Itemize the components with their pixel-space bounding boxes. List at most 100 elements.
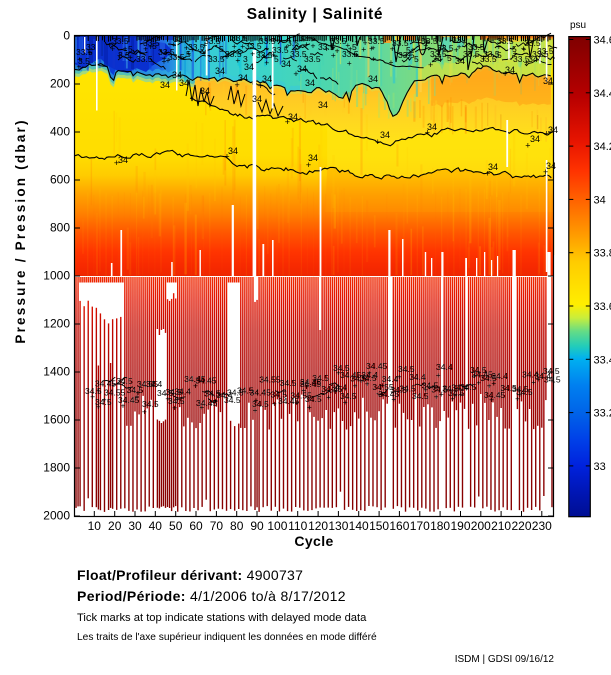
svg-text:33: 33 xyxy=(86,42,96,52)
svg-text:+: + xyxy=(175,394,180,404)
svg-text:34.5: 34.5 xyxy=(543,366,560,376)
svg-text:+: + xyxy=(165,394,170,404)
svg-text:+: + xyxy=(326,392,331,402)
svg-text:34.55: 34.55 xyxy=(104,387,126,397)
svg-text:+: + xyxy=(306,160,311,170)
svg-text:34.5: 34.5 xyxy=(500,383,517,393)
svg-text:34.5: 34.5 xyxy=(280,378,297,388)
svg-text:+: + xyxy=(186,48,191,58)
svg-text:+: + xyxy=(235,80,240,90)
svg-text:34.45: 34.45 xyxy=(196,398,218,408)
svg-text:+: + xyxy=(472,371,477,381)
svg-text:+: + xyxy=(184,42,189,52)
svg-text:33.5: 33.5 xyxy=(318,42,335,52)
svg-text:34.5: 34.5 xyxy=(431,384,448,394)
svg-text:+: + xyxy=(136,388,141,398)
svg-text:+: + xyxy=(264,43,269,53)
svg-text:+: + xyxy=(225,52,230,62)
svg-text:34: 34 xyxy=(252,94,262,104)
svg-text:+: + xyxy=(343,397,348,407)
svg-text:33.5: 33.5 xyxy=(112,36,129,46)
svg-text:34.4: 34.4 xyxy=(361,370,378,380)
svg-text:33.5: 33.5 xyxy=(158,47,175,57)
svg-text:+: + xyxy=(102,395,107,405)
svg-text:+: + xyxy=(301,385,306,395)
svg-text:34.4: 34.4 xyxy=(174,386,191,396)
svg-text:90: 90 xyxy=(250,519,264,533)
svg-text:+: + xyxy=(411,45,416,55)
svg-text:+: + xyxy=(380,389,385,399)
svg-text:Cycle: Cycle xyxy=(294,533,333,549)
svg-text:+: + xyxy=(353,381,358,391)
svg-text:30: 30 xyxy=(128,519,142,533)
svg-text:34: 34 xyxy=(179,78,189,88)
svg-text:+: + xyxy=(258,81,263,91)
svg-text:+: + xyxy=(107,39,112,49)
svg-text:130: 130 xyxy=(328,519,348,533)
svg-text:34.4: 34.4 xyxy=(522,370,539,380)
svg-text:220: 220 xyxy=(511,519,531,533)
svg-text:+: + xyxy=(367,367,372,377)
svg-text:+: + xyxy=(307,402,312,412)
svg-text:34.4: 34.4 xyxy=(451,383,468,393)
svg-text:3.5: 3.5 xyxy=(287,38,299,48)
svg-text:+: + xyxy=(148,42,153,52)
svg-text:10: 10 xyxy=(88,519,102,533)
svg-text:34.4: 34.4 xyxy=(330,382,347,392)
svg-text:33: 33 xyxy=(594,461,606,473)
svg-text:33.5: 33.5 xyxy=(513,54,530,64)
svg-text:34: 34 xyxy=(546,161,556,171)
svg-text:5: 5 xyxy=(352,42,357,52)
svg-text:+: + xyxy=(543,167,548,177)
svg-text:+: + xyxy=(369,43,374,53)
svg-text:33.5: 33.5 xyxy=(480,54,497,64)
svg-text:+: + xyxy=(423,40,428,50)
svg-text:34.5: 34.5 xyxy=(399,383,416,393)
svg-text:+: + xyxy=(515,393,520,403)
svg-text:34: 34 xyxy=(228,146,238,156)
svg-text:34.5: 34.5 xyxy=(390,385,407,395)
svg-text:+: + xyxy=(135,392,140,402)
svg-text:34.55: 34.55 xyxy=(137,379,159,389)
svg-text:+: + xyxy=(331,50,336,60)
svg-text:+: + xyxy=(425,128,430,138)
svg-text:34.45: 34.45 xyxy=(278,396,300,406)
svg-text:+: + xyxy=(87,47,92,57)
svg-text:34.5: 34.5 xyxy=(204,388,221,398)
svg-text:34.45: 34.45 xyxy=(472,370,494,380)
svg-text:+: + xyxy=(235,55,240,65)
svg-text:34.5: 34.5 xyxy=(350,373,367,383)
svg-text:33.5: 33.5 xyxy=(368,36,385,46)
svg-text:34: 34 xyxy=(488,162,498,172)
svg-text:+: + xyxy=(434,392,439,402)
svg-text:2000: 2000 xyxy=(43,509,70,523)
svg-text:+: + xyxy=(293,69,298,79)
svg-text:+: + xyxy=(521,43,526,53)
svg-text:34: 34 xyxy=(215,66,225,76)
svg-text:70: 70 xyxy=(210,519,224,533)
svg-text:34.5: 34.5 xyxy=(116,376,133,386)
svg-text:34.5: 34.5 xyxy=(398,364,415,374)
svg-text:+: + xyxy=(304,382,309,392)
svg-text:200: 200 xyxy=(50,77,70,91)
svg-text:34.5: 34.5 xyxy=(480,373,497,383)
svg-text:+: + xyxy=(284,42,289,52)
svg-text:33.5: 33.5 xyxy=(208,54,225,64)
svg-text:34.5: 34.5 xyxy=(512,384,529,394)
svg-text:34.5: 34.5 xyxy=(237,386,254,396)
svg-text:+: + xyxy=(391,394,396,404)
svg-text:+: + xyxy=(436,370,441,380)
svg-text:+: + xyxy=(190,44,195,54)
svg-text:+: + xyxy=(142,406,147,416)
svg-text:34.5: 34.5 xyxy=(442,384,459,394)
svg-text:34: 34 xyxy=(305,78,315,88)
svg-text:+: + xyxy=(254,395,259,405)
svg-text:+: + xyxy=(536,374,541,384)
svg-text:34.5: 34.5 xyxy=(544,374,561,384)
svg-text:34: 34 xyxy=(543,76,553,86)
svg-text:34: 34 xyxy=(455,56,465,66)
svg-text:+: + xyxy=(110,43,115,53)
svg-text:+: + xyxy=(199,402,204,412)
svg-text:200: 200 xyxy=(471,519,491,533)
svg-text:+: + xyxy=(496,42,501,52)
